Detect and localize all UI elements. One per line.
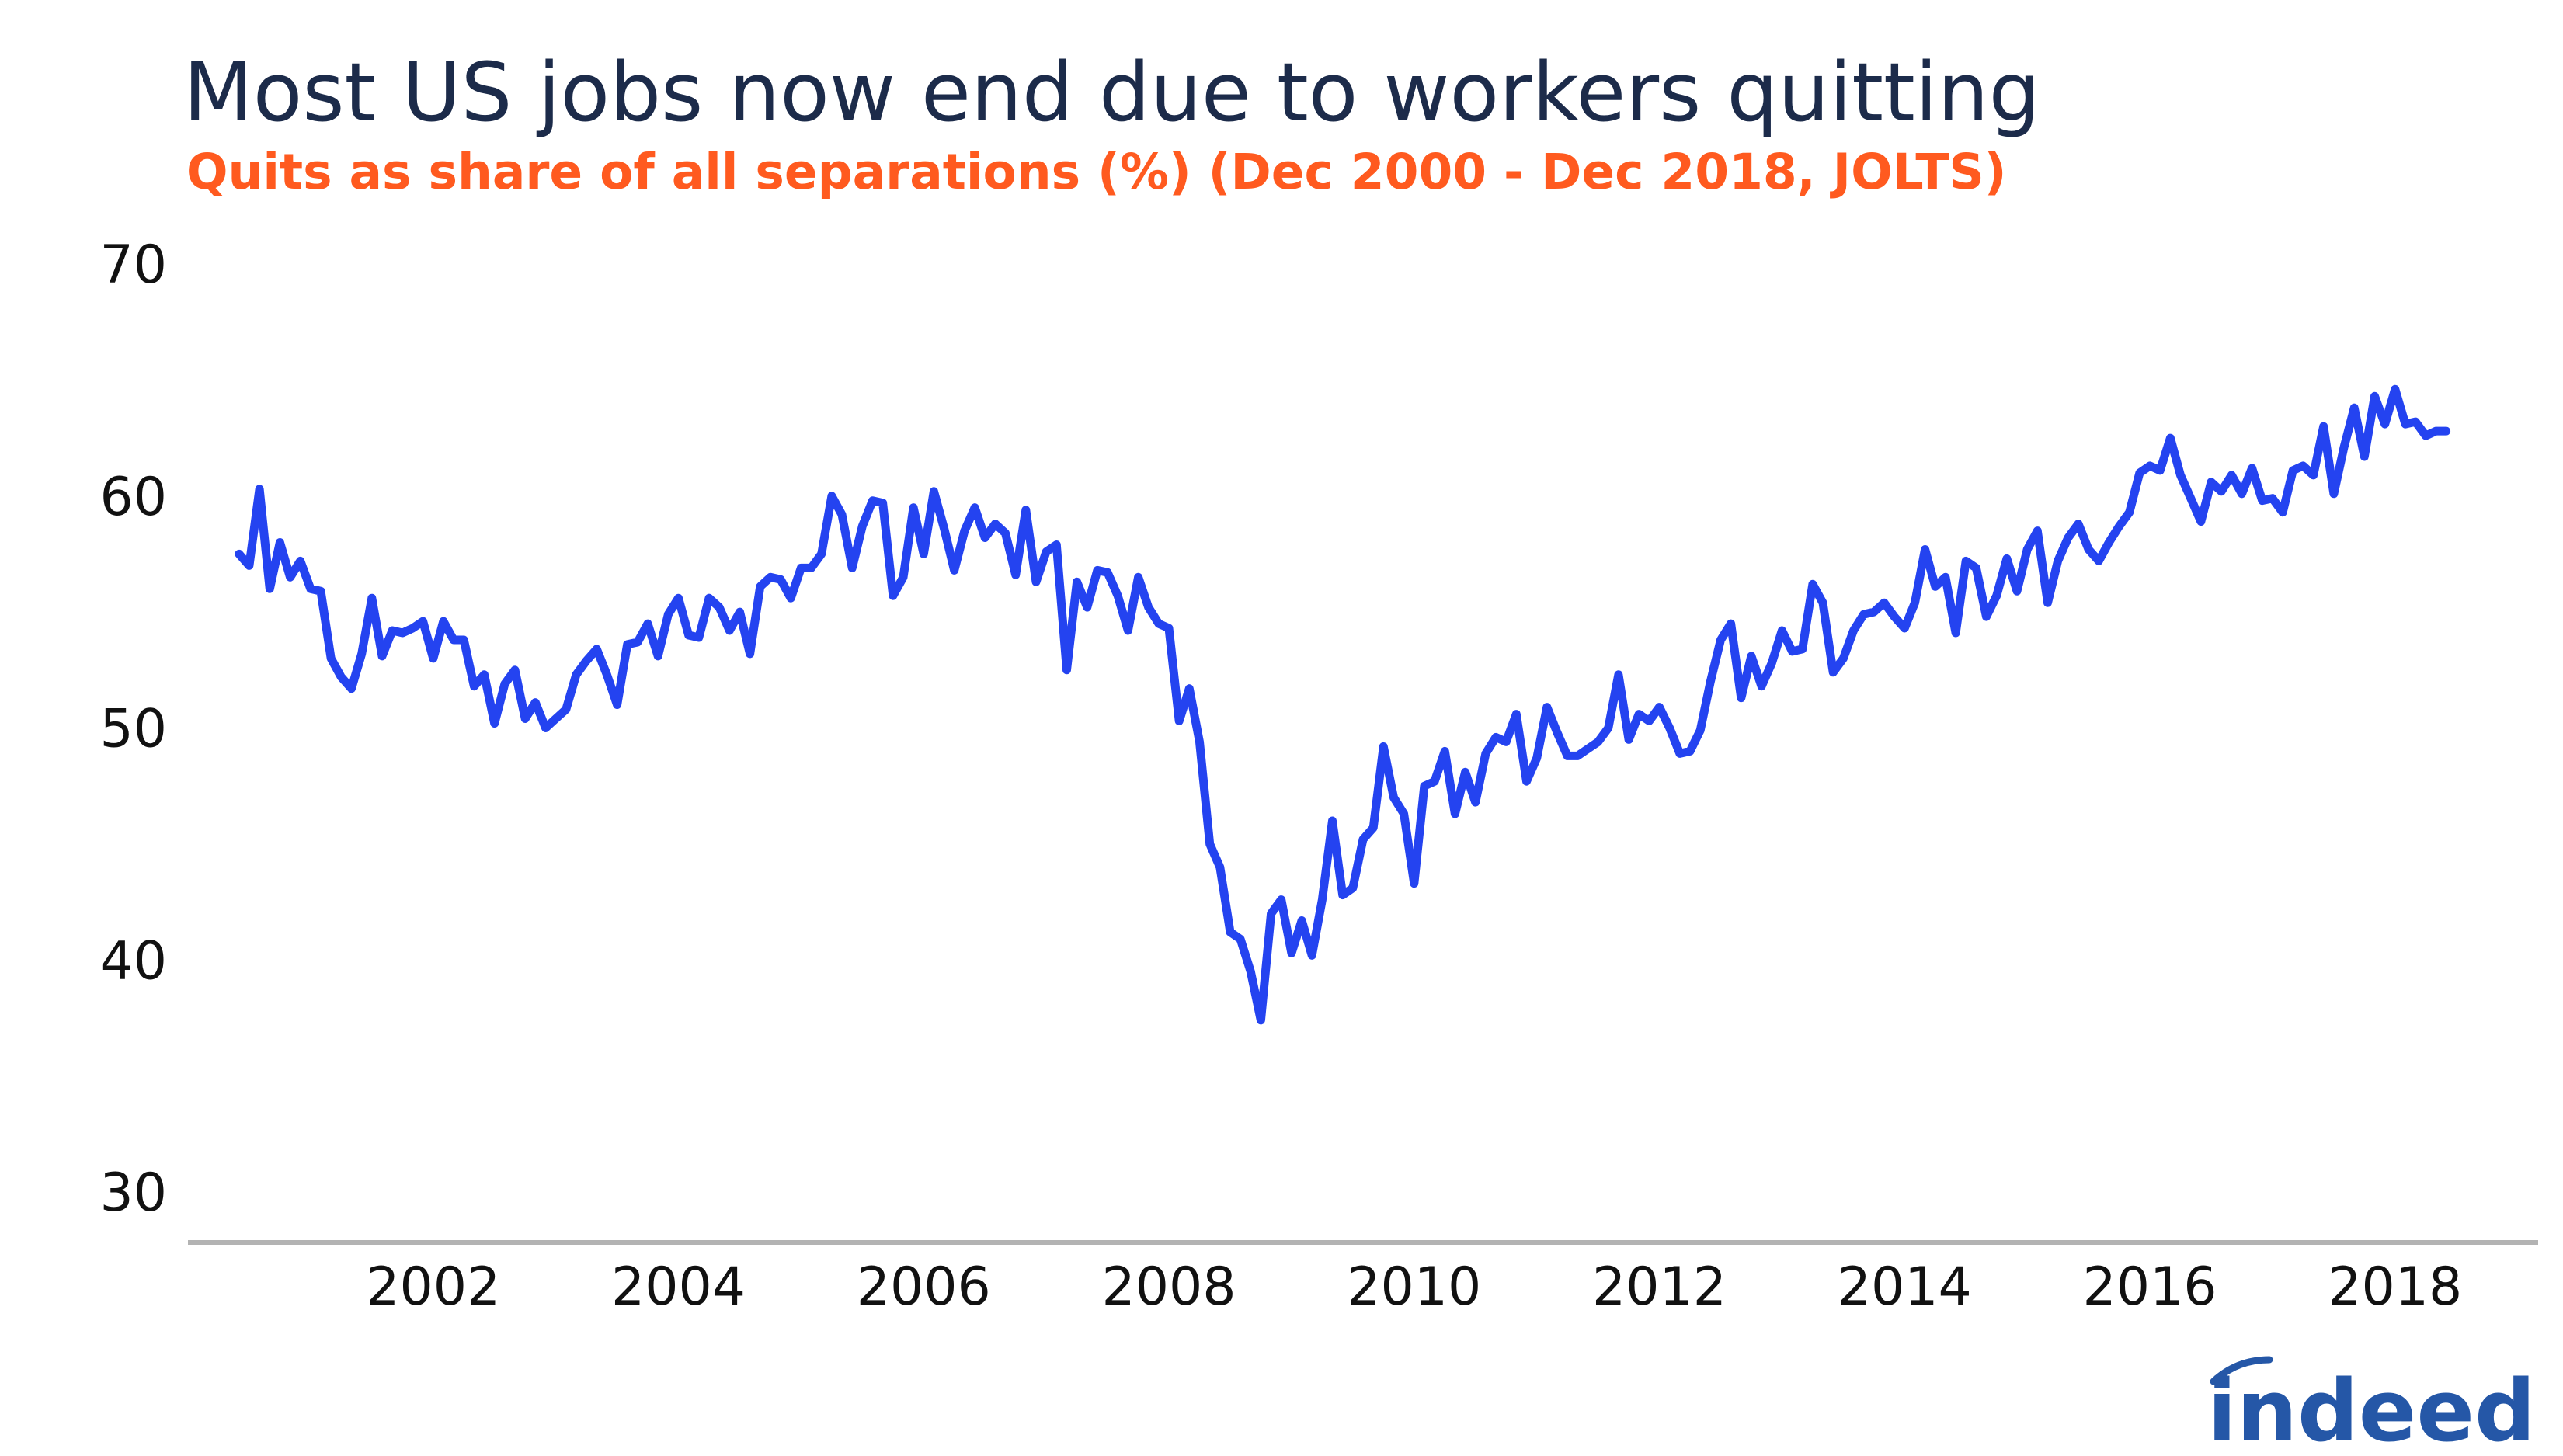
x-tick-label: 2018 — [2328, 1256, 2462, 1318]
logo-wordmark: indeed — [2207, 1361, 2536, 1448]
y-tick-label: 70 — [99, 235, 167, 296]
x-axis-tick-labels: 2002 2004 2006 2008 2010 2012 2014 2016 2018 — [366, 1256, 2462, 1318]
x-tick-label: 2004 — [611, 1256, 746, 1318]
y-tick-label: 60 — [99, 467, 167, 528]
x-tick-label: 2010 — [1347, 1256, 1481, 1318]
x-tick-label: 2008 — [1101, 1256, 1236, 1318]
y-tick-label: 40 — [99, 930, 167, 992]
x-tick-label: 2012 — [1592, 1256, 1727, 1318]
chart-subtitle: Quits as share of all separations (%) (D… — [186, 144, 2007, 200]
y-axis-tick-labels: 30 40 50 60 70 — [99, 235, 167, 1224]
x-tick-label: 2006 — [857, 1256, 991, 1318]
x-tick-label: 2016 — [2083, 1256, 2217, 1318]
chart-title: Most US jobs now end due to workers quit… — [183, 45, 2040, 140]
indeed-logo: indeed — [2207, 1356, 2536, 1448]
y-tick-label: 50 — [99, 699, 167, 760]
x-tick-label: 2014 — [1838, 1256, 1972, 1318]
logo-arc-icon — [2210, 1356, 2273, 1385]
x-tick-label: 2002 — [366, 1256, 500, 1318]
series-line-quits-share — [235, 384, 2451, 1025]
y-tick-label: 30 — [99, 1162, 167, 1224]
